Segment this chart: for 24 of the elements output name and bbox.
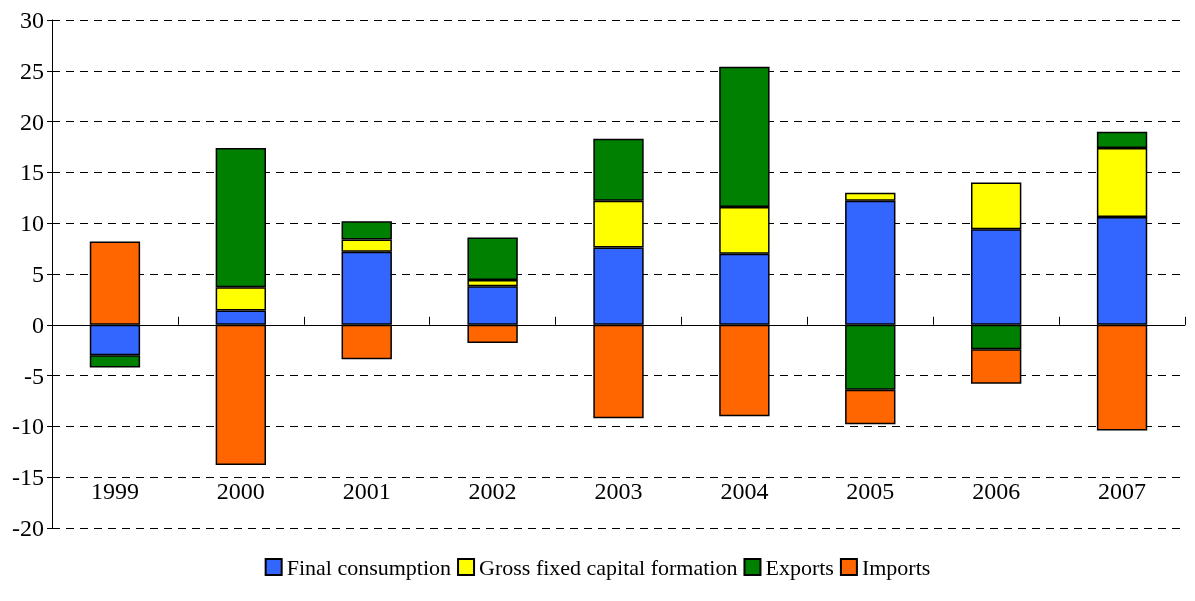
y-tick-label: 25	[20, 57, 44, 84]
x-tick-label: 2006	[972, 478, 1021, 504]
y-tick-label: -15	[12, 464, 44, 491]
legend-label: Imports	[861, 554, 931, 580]
x-tick-label: 2007	[1098, 478, 1147, 504]
y-tick-label: 10	[20, 210, 44, 237]
y-tick-label: 20	[20, 108, 44, 135]
x-tick-label: 2005	[846, 478, 895, 504]
x-tick-label: 2003	[594, 478, 643, 504]
y-tick-label: 0	[32, 311, 44, 338]
y-tick-label: -20	[12, 515, 44, 541]
y-tick-label: 30	[20, 7, 44, 33]
legend-label: Exports	[765, 554, 834, 580]
x-tick-label: 2004	[720, 478, 769, 504]
y-tick-label: 5	[32, 261, 44, 287]
legend-label: Gross fixed capital formation	[479, 554, 738, 580]
x-tick-label: 2002	[468, 478, 517, 504]
x-tick-label: 1999	[90, 478, 139, 504]
x-tick-label: 2001	[342, 478, 391, 504]
y-tick-label: 15	[20, 159, 44, 186]
legend-label: Final consumption	[286, 554, 452, 580]
x-tick-label: 2000	[216, 478, 265, 504]
y-tick-label: -5	[24, 362, 44, 389]
y-tick-label: -10	[12, 413, 44, 440]
